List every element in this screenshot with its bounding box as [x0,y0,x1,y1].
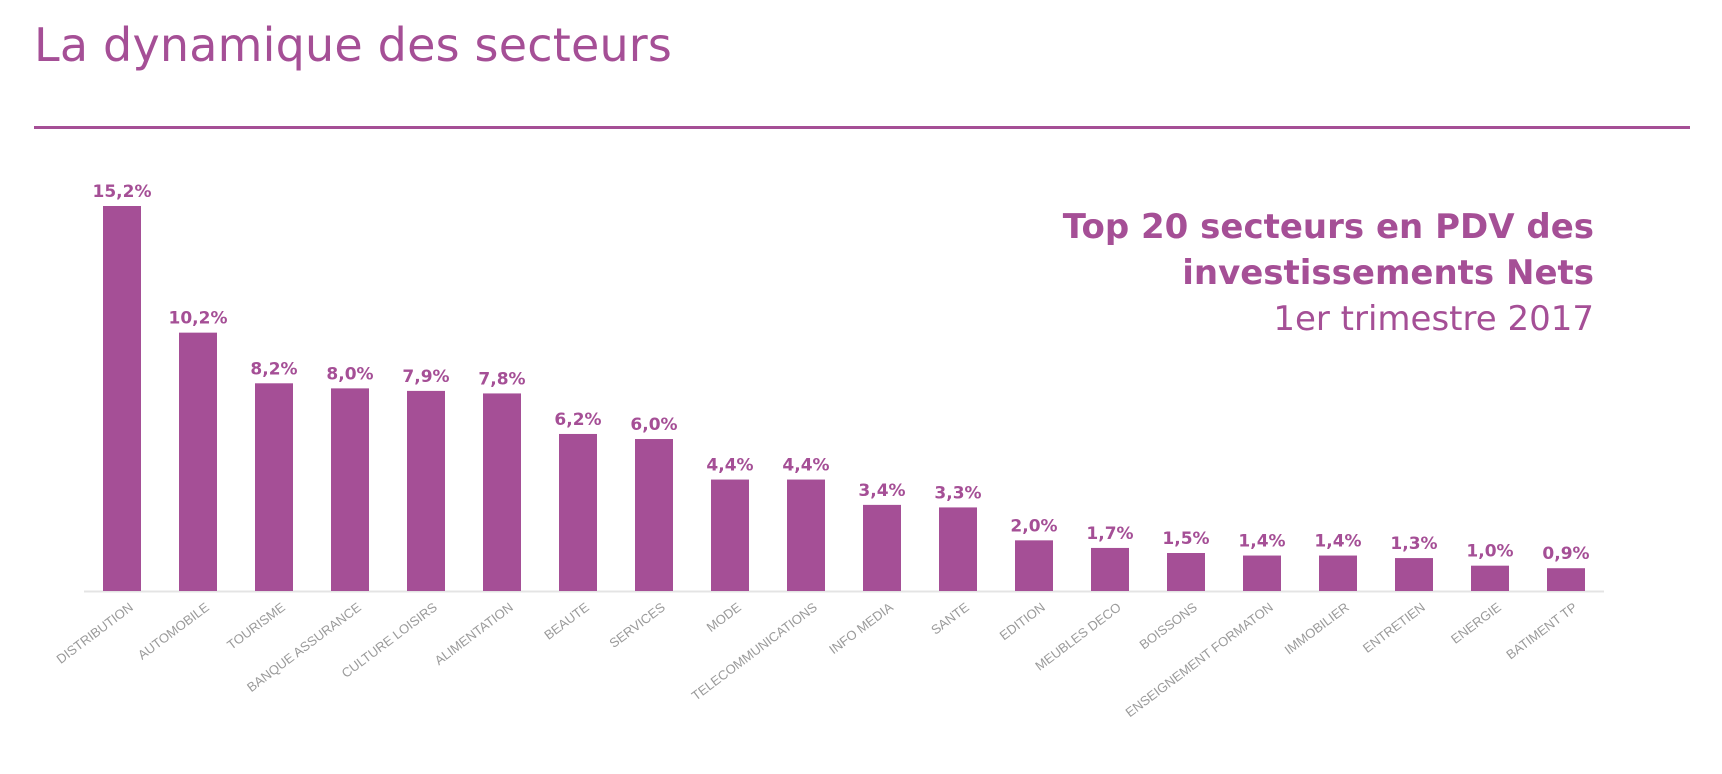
x-tick-label: TOURISME [224,599,288,652]
bar-13 [1015,540,1053,591]
chart-subtitle: 1er trimestre 2017 [1273,299,1594,339]
bar-20 [1547,568,1585,591]
x-tick-label: ENTRETIEN [1360,599,1428,655]
bar-value-label: 8,0% [326,364,373,384]
bar-value-label: 6,0% [630,415,677,435]
bar-16 [1243,555,1281,591]
bar-3 [255,383,293,591]
bar-value-label: 7,9% [402,367,449,387]
bar-14 [1091,547,1129,591]
bar-value-label: 7,8% [478,369,525,389]
bar-2 [179,332,217,591]
bar-7 [559,433,597,591]
bar-6 [483,393,521,591]
x-tick-label: BATIMENT TP [1503,599,1580,662]
x-tick-label: IMMOBILIER [1282,599,1352,657]
x-tick-label: BOISSONS [1137,599,1201,652]
x-tick-label: SANTE [928,599,972,637]
bar-11 [863,504,901,591]
bar-10 [787,479,825,591]
bar-8 [635,439,673,591]
bar-18 [1395,558,1433,591]
bar-17 [1319,555,1357,591]
bar-value-label: 0,9% [1542,544,1589,564]
x-tick-label: ALIMENTATION [432,599,516,668]
bar-value-label: 3,3% [934,483,981,503]
bar-value-label: 4,4% [706,456,753,476]
bar-value-label: 1,5% [1162,529,1209,549]
x-tick-label: BEAUTE [541,599,592,642]
page-title: La dynamique des secteurs [34,18,673,72]
bar-value-label: 1,4% [1238,532,1285,552]
bar-value-label: 1,0% [1466,542,1513,562]
chart-title-block: Top 20 secteurs en PDV des investissemen… [1063,204,1594,342]
chart-title-line-2: investissements Nets [1182,253,1594,293]
chart-title-line-1: Top 20 secteurs en PDV des [1062,207,1594,247]
bar-value-label: 4,4% [782,456,829,476]
bar-value-label: 10,2% [169,309,228,329]
x-tick-label: EDITION [997,599,1048,643]
x-tick-label: ENERGIE [1448,599,1504,646]
x-tick-label: SERVICES [606,599,668,651]
title-divider [34,126,1690,129]
x-tick-label: MODE [704,599,744,635]
bar-value-label: 2,0% [1010,516,1057,536]
x-tick-label: AUTOMOBILE [135,599,212,662]
bar-1 [103,206,141,591]
bar-value-label: 6,2% [554,410,601,430]
bar-4 [331,388,369,591]
x-tick-label: INFO MEDIA [826,599,896,657]
bar-15 [1167,553,1205,591]
bar-value-label: 8,2% [250,359,297,379]
x-tick-label: TELECOMMUNICATIONS [689,599,820,703]
x-tick-label: ENSEIGNEMENT FORMATON [1123,599,1276,720]
bar-value-label: 1,7% [1086,524,1133,544]
bar-value-label: 1,3% [1390,534,1437,554]
bar-9 [711,479,749,591]
bar-value-label: 1,4% [1314,532,1361,552]
bar-value-label: 15,2% [93,182,152,202]
bar-5 [407,390,445,591]
bar-19 [1471,565,1509,591]
x-tick-label: DISTRIBUTION [54,599,136,666]
bar-12 [939,507,977,591]
bar-value-label: 3,4% [858,481,905,501]
